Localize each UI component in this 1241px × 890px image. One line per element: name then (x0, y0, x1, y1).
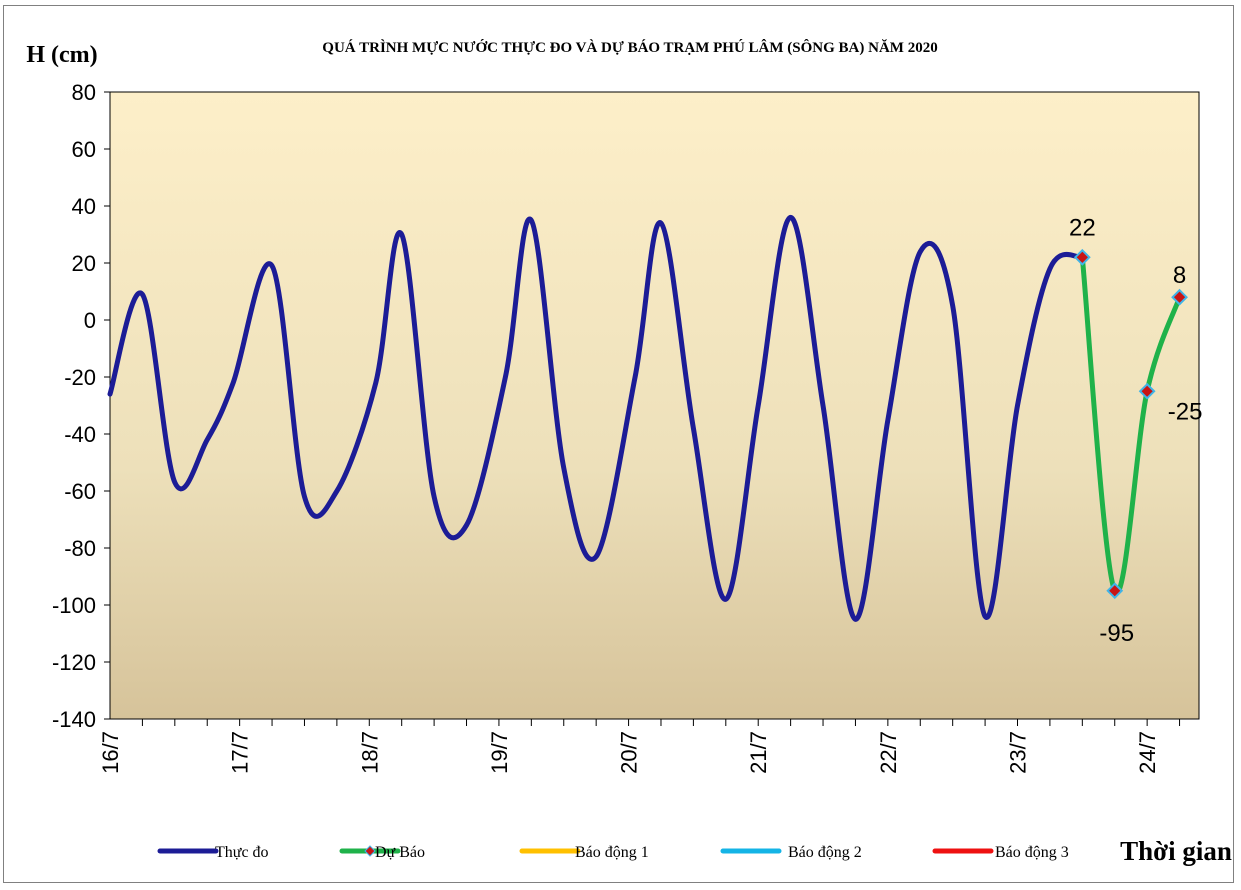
x-tick-label: 19/7 (487, 731, 512, 774)
forecast-data-label: 22 (1069, 214, 1096, 241)
legend-label: Báo động 1 (575, 844, 649, 861)
y-tick-label: -80 (64, 536, 96, 561)
legend-item: Dự Báo (339, 844, 425, 861)
legend-item: Báo động 3 (932, 844, 1069, 861)
y-tick-label: -40 (64, 422, 96, 447)
x-tick-label: 24/7 (1135, 731, 1160, 774)
chart-title: QUÁ TRÌNH MỰC NƯỚC THỰC ĐO VÀ DỰ BÁO TRẠ… (322, 39, 937, 56)
x-tick-label: 23/7 (1006, 731, 1031, 774)
x-tick-label: 16/7 (98, 731, 123, 774)
legend: Thực đo Dự Báo Báo động 1 Báo động 2 Báo độn… (157, 844, 1069, 861)
y-tick-label: 80 (72, 80, 96, 105)
y-tick-label: -140 (52, 707, 96, 732)
x-tick-label: 18/7 (357, 731, 382, 774)
legend-item: Thực đo (157, 844, 269, 861)
y-tick-label: 0 (84, 308, 96, 333)
y-tick-label: -120 (52, 650, 96, 675)
forecast-data-label: -25 (1168, 398, 1203, 425)
y-axis: 80 60 40 20 0 -20 -40 -60 -80 -100 -120 -140 (52, 80, 110, 732)
forecast-point-marker (1073, 248, 1091, 266)
y-tick-label: 40 (72, 194, 96, 219)
y-tick-label: 20 (72, 251, 96, 276)
legend-item: Báo động 2 (720, 844, 862, 861)
legend-item: Báo động 1 (519, 844, 649, 861)
y-tick-label: -20 (64, 365, 96, 390)
x-axis-label: Thời gian (1120, 836, 1232, 866)
plot-area (109, 91, 1200, 720)
y-tick-label: -60 (64, 479, 96, 504)
forecast-data-label: 8 (1173, 262, 1186, 289)
legend-label: Báo động 2 (788, 844, 862, 861)
forecast-data-label: -95 (1099, 620, 1134, 647)
legend-label: Dự Báo (375, 844, 425, 861)
legend-label: Báo động 3 (995, 844, 1069, 861)
forecast-point-marker (1106, 582, 1124, 600)
x-tick-label: 22/7 (876, 731, 901, 774)
y-tick-label: -100 (52, 593, 96, 618)
y-tick-label: 60 (72, 137, 96, 162)
legend-label: Thực đo (215, 844, 269, 861)
series-layer: 22 -95 -25 8 (107, 214, 1203, 647)
x-tick-label: 20/7 (617, 731, 642, 774)
forecast-point-marker (1171, 288, 1188, 306)
y-axis-label: H (cm) (26, 42, 97, 68)
forecast-point-marker (1138, 382, 1156, 400)
x-tick-label: 21/7 (746, 731, 771, 774)
x-axis: 16/7 17/7 18/7 19/7 20/7 21/7 22/7 23/7 24/7 (98, 719, 1181, 774)
legend-marker (364, 845, 376, 857)
series-du-bao-line (1079, 254, 1183, 596)
series-thuc-do-line (107, 214, 1085, 622)
x-tick-label: 17/7 (228, 731, 253, 774)
